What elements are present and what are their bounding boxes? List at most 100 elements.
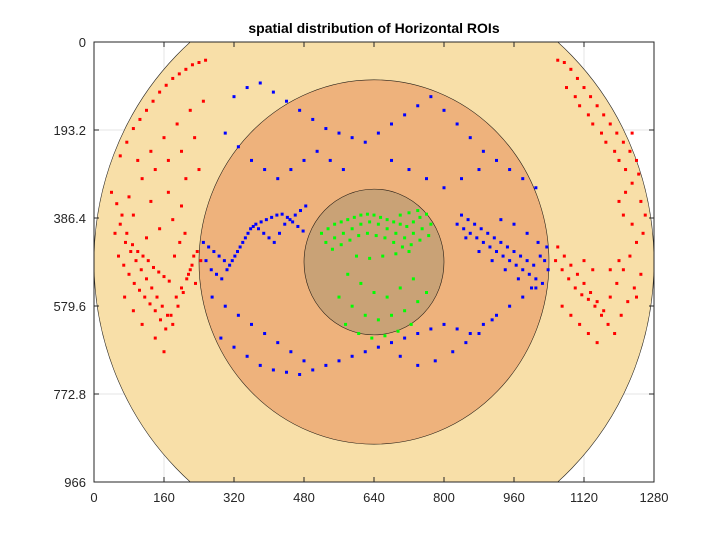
scatter-point	[339, 220, 343, 224]
scatter-point	[575, 76, 579, 80]
scatter-point	[368, 256, 372, 260]
scatter-point	[285, 99, 288, 103]
scatter-point	[560, 304, 564, 308]
scatter-point	[630, 222, 634, 226]
scatter-point	[374, 234, 378, 238]
scatter-point	[591, 268, 595, 272]
scatter-point	[275, 213, 279, 217]
scatter-point	[264, 218, 268, 222]
scatter-point	[400, 245, 404, 249]
scatter-point	[302, 158, 306, 162]
scatter-point	[192, 254, 196, 258]
scatter-point	[278, 231, 281, 235]
scatter-point	[407, 211, 411, 215]
red-series-points	[110, 58, 647, 354]
y-axis: 0 193.2 386.4 579.6 772.8 966	[53, 35, 654, 490]
chart-title: spatial distribution of Horizontal ROIs	[248, 20, 499, 36]
scatter-point	[228, 263, 232, 267]
scatter-point	[188, 268, 192, 272]
scatter-point	[185, 277, 189, 281]
y-tick-label: 579.6	[53, 299, 86, 314]
x-tick-label: 640	[363, 490, 385, 505]
scatter-point	[405, 224, 409, 228]
scatter-point	[376, 222, 380, 226]
scatter-point	[481, 240, 485, 244]
scatter-point	[521, 268, 525, 272]
scatter-point	[501, 254, 505, 258]
scatter-point	[184, 67, 188, 71]
scatter-point	[403, 336, 407, 340]
scatter-point	[462, 227, 466, 231]
scatter-point	[339, 243, 343, 247]
scatter-point	[160, 304, 164, 308]
scatter-point	[608, 295, 612, 299]
scatter-point	[486, 231, 490, 235]
scatter-point	[575, 272, 579, 276]
scatter-point	[298, 373, 302, 377]
x-tick-label: 1280	[640, 490, 669, 505]
y-tick-label: 772.8	[53, 387, 86, 402]
scatter-point	[637, 172, 641, 176]
scatter-point	[350, 136, 354, 140]
scatter-point	[188, 108, 192, 112]
scatter-point	[390, 313, 393, 317]
scatter-point	[477, 168, 481, 172]
scatter-point	[350, 227, 354, 231]
scatter-point	[263, 332, 267, 336]
scatter-point	[591, 122, 595, 126]
scatter-point	[311, 368, 315, 372]
scatter-point	[407, 250, 411, 254]
scatter-point	[324, 363, 328, 367]
scatter-point	[357, 234, 361, 238]
scatter-point	[352, 215, 356, 219]
scatter-point	[381, 254, 385, 258]
scatter-point	[363, 313, 367, 317]
scatter-point	[508, 259, 512, 263]
inner-region-circle	[303, 188, 445, 336]
scatter-point	[220, 277, 224, 281]
scatter-point	[488, 245, 492, 249]
scatter-point	[534, 186, 538, 190]
scatter-point	[411, 220, 415, 224]
scatter-point	[174, 295, 178, 299]
scatter-point	[131, 127, 135, 131]
scatter-point	[416, 104, 420, 108]
scatter-points	[110, 58, 647, 377]
scatter-point	[333, 222, 337, 226]
scatter-point	[167, 279, 171, 283]
scatter-point	[132, 281, 136, 285]
scatter-point	[257, 227, 260, 231]
scatter-point	[385, 227, 389, 231]
scatter-point	[346, 272, 350, 276]
scatter-point	[578, 322, 582, 326]
scatter-point	[145, 277, 148, 281]
scatter-point	[238, 245, 242, 249]
scatter-point	[166, 313, 169, 317]
scatter-point	[621, 268, 625, 272]
scatter-point	[499, 218, 503, 222]
scatter-point	[383, 334, 387, 338]
scatter-point	[567, 277, 571, 281]
scatter-point	[293, 213, 297, 217]
scatter-point	[115, 202, 119, 206]
scatter-point	[166, 158, 170, 162]
scatter-point	[630, 181, 634, 185]
scatter-point	[149, 149, 153, 153]
scatter-point	[337, 131, 341, 135]
scatter-point	[475, 236, 479, 240]
scatter-point	[194, 281, 197, 285]
scatter-point	[521, 177, 525, 181]
scatter-point	[204, 259, 208, 263]
scatter-point	[455, 327, 459, 331]
scatter-point	[346, 218, 350, 222]
scatter-point	[582, 259, 586, 263]
scatter-point	[586, 297, 590, 301]
scatter-point	[398, 354, 402, 358]
scatter-point	[251, 224, 255, 228]
scatter-point	[403, 236, 407, 240]
scatter-point	[505, 245, 509, 249]
scatter-point	[118, 222, 122, 226]
scatter-point	[455, 122, 459, 126]
scatter-point	[139, 268, 143, 272]
scatter-point	[241, 240, 245, 244]
